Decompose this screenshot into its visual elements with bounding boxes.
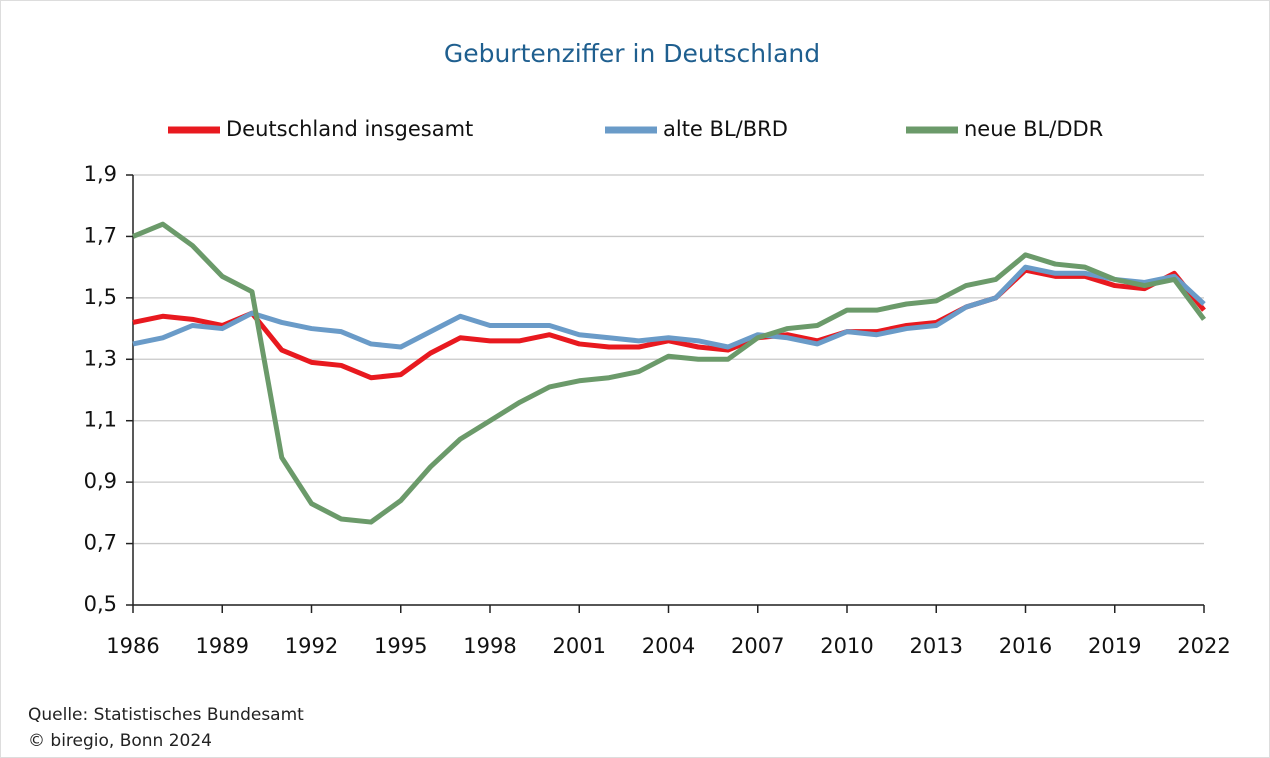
- line-series: [132, 264, 1206, 350]
- y-tick-label: 1,1: [84, 408, 117, 432]
- x-tick-label: 1992: [285, 634, 338, 658]
- x-tick-label: 2019: [1088, 634, 1141, 658]
- y-tick-label: 0,7: [84, 531, 117, 555]
- x-tick-label: 2010: [820, 634, 873, 658]
- legend-label: neue BL/DDR: [964, 117, 1103, 141]
- x-tick-label: 1998: [463, 634, 516, 658]
- y-tick-label: 1,9: [84, 162, 117, 186]
- x-tick-label: 2016: [999, 634, 1052, 658]
- y-tick-label: 1,5: [84, 285, 117, 309]
- x-tick-label: 1986: [106, 634, 159, 658]
- x-tick-label: 1995: [374, 634, 427, 658]
- y-tick-label: 1,3: [84, 346, 117, 370]
- x-tick-label: 2022: [1177, 634, 1230, 658]
- y-tick-label: 0,5: [84, 592, 117, 616]
- chart-title: Geburtenziffer in Deutschland: [444, 39, 820, 68]
- y-tick-label: 0,9: [84, 469, 117, 493]
- x-tick-label: 2013: [910, 634, 963, 658]
- legend-label: alte BL/BRD: [663, 117, 788, 141]
- source: Quelle: Statistisches Bundesamt: [28, 705, 304, 725]
- x-tick-label: 2004: [642, 634, 695, 658]
- y-tick-label: 1,7: [84, 223, 117, 247]
- legend-label: Deutschland insgesamt: [226, 117, 473, 141]
- x-tick-label: 1989: [196, 634, 249, 658]
- x-tick-label: 2001: [553, 634, 606, 658]
- line-series: [132, 221, 1207, 525]
- copyright: © biregio, Bonn 2024: [28, 731, 212, 751]
- x-tick-label: 2007: [731, 634, 784, 658]
